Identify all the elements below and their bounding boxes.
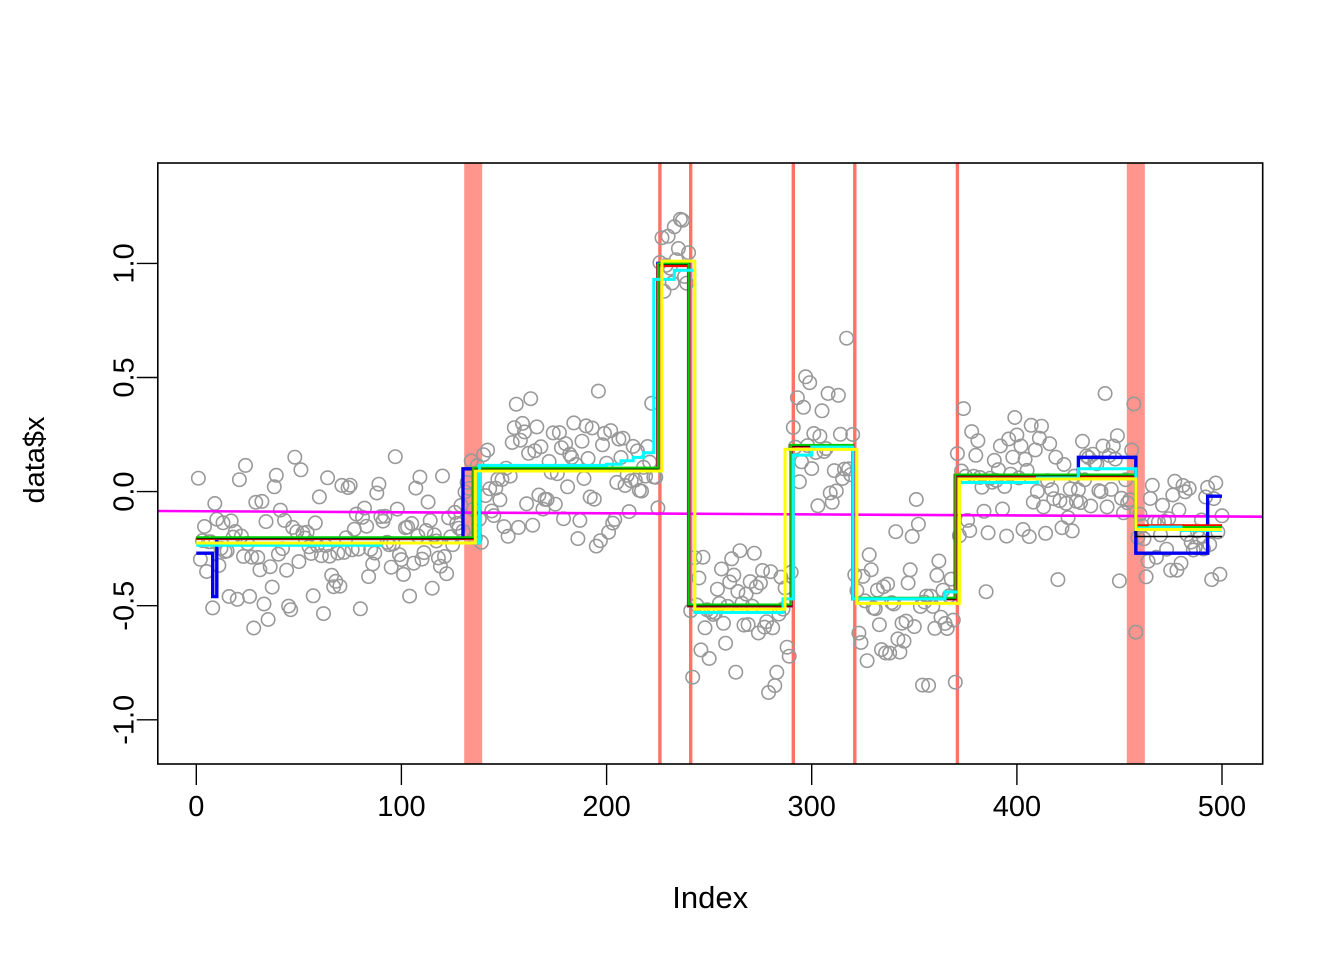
svg-text:-0.5: -0.5 — [108, 581, 140, 631]
svg-text:400: 400 — [993, 791, 1041, 823]
svg-text:100: 100 — [377, 791, 425, 823]
svg-text:Index: Index — [672, 880, 748, 915]
svg-text:1.0: 1.0 — [108, 243, 140, 283]
svg-text:200: 200 — [582, 791, 630, 823]
svg-text:300: 300 — [788, 791, 836, 823]
svg-text:-1.0: -1.0 — [108, 695, 140, 745]
svg-text:0.5: 0.5 — [108, 357, 140, 397]
svg-text:0.0: 0.0 — [108, 471, 140, 511]
svg-text:0: 0 — [188, 791, 204, 823]
svg-text:data$x: data$x — [19, 416, 51, 504]
svg-text:500: 500 — [1198, 791, 1246, 823]
